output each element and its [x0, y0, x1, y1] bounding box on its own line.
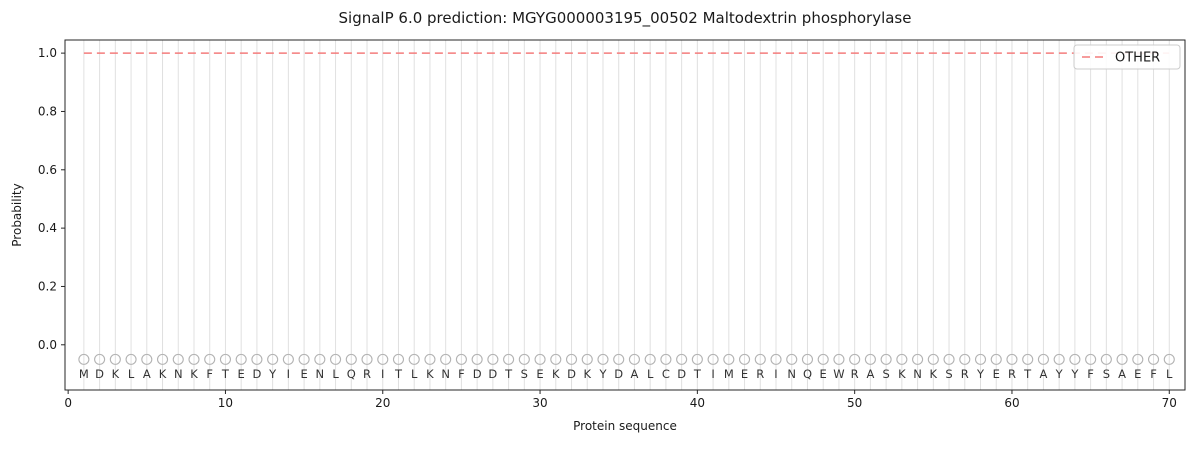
svg-text:E: E	[741, 367, 748, 381]
svg-text:Y: Y	[1055, 367, 1064, 381]
svg-text:F: F	[206, 367, 213, 381]
svg-text:T: T	[394, 367, 403, 381]
svg-text:N: N	[316, 367, 325, 381]
svg-text:0.4: 0.4	[38, 221, 57, 235]
svg-text:0.6: 0.6	[38, 163, 57, 177]
svg-text:Q: Q	[803, 367, 812, 381]
svg-text:K: K	[583, 367, 591, 381]
svg-text:E: E	[993, 367, 1000, 381]
svg-text:A: A	[1039, 367, 1047, 381]
svg-text:W: W	[833, 367, 844, 381]
svg-text:K: K	[930, 367, 938, 381]
svg-text:E: E	[820, 367, 827, 381]
svg-text:A: A	[631, 367, 639, 381]
chart-title: SignalP 6.0 prediction: MGYG000003195_00…	[338, 9, 912, 27]
svg-text:0.0: 0.0	[38, 338, 57, 352]
svg-text:Y: Y	[976, 367, 985, 381]
svg-text:R: R	[1008, 367, 1016, 381]
svg-text:T: T	[221, 367, 230, 381]
svg-text:R: R	[756, 367, 764, 381]
svg-text:F: F	[1087, 367, 1094, 381]
svg-text:Y: Y	[1070, 367, 1079, 381]
svg-text:Q: Q	[347, 367, 356, 381]
svg-text:I: I	[774, 367, 777, 381]
residue-markers	[78, 353, 1175, 365]
svg-text:D: D	[252, 367, 261, 381]
svg-text:A: A	[866, 367, 874, 381]
svg-text:D: D	[567, 367, 576, 381]
svg-text:A: A	[1118, 367, 1126, 381]
svg-text:40: 40	[690, 396, 705, 410]
svg-text:0.2: 0.2	[38, 279, 57, 293]
svg-text:E: E	[536, 367, 543, 381]
svg-text:N: N	[441, 367, 450, 381]
svg-text:M: M	[724, 367, 734, 381]
svg-text:E: E	[300, 367, 307, 381]
svg-text:E: E	[238, 367, 245, 381]
svg-text:10: 10	[218, 396, 233, 410]
svg-text:I: I	[287, 367, 290, 381]
svg-text:L: L	[1166, 367, 1173, 381]
svg-text:L: L	[332, 367, 339, 381]
x-axis-ticks: 0 10 20 30 40 50 60 70	[64, 390, 1177, 410]
svg-text:1.0: 1.0	[38, 46, 57, 60]
svg-text:M: M	[79, 367, 89, 381]
gridlines	[83, 40, 1170, 390]
svg-text:K: K	[898, 367, 906, 381]
svg-text:50: 50	[847, 396, 862, 410]
svg-text:A: A	[143, 367, 151, 381]
svg-text:K: K	[112, 367, 120, 381]
svg-text:I: I	[711, 367, 714, 381]
svg-text:F: F	[458, 367, 465, 381]
legend: OTHER	[1073, 44, 1181, 70]
svg-text:D: D	[95, 367, 104, 381]
svg-text:K: K	[552, 367, 560, 381]
legend-box	[1073, 44, 1181, 70]
svg-text:S: S	[945, 367, 952, 381]
svg-text:K: K	[190, 367, 198, 381]
svg-text:Y: Y	[268, 367, 277, 381]
svg-text:K: K	[426, 367, 434, 381]
svg-text:S: S	[882, 367, 889, 381]
svg-text:F: F	[1150, 367, 1157, 381]
svg-text:C: C	[662, 367, 670, 381]
svg-text:Y: Y	[598, 367, 607, 381]
svg-text:L: L	[411, 367, 418, 381]
svg-text:N: N	[913, 367, 922, 381]
svg-text:S: S	[521, 367, 528, 381]
svg-text:D: D	[677, 367, 686, 381]
svg-text:L: L	[128, 367, 135, 381]
svg-text:D: D	[488, 367, 497, 381]
svg-text:60: 60	[1004, 396, 1019, 410]
svg-text:N: N	[787, 367, 796, 381]
svg-text:0.8: 0.8	[38, 104, 57, 118]
svg-text:R: R	[961, 367, 969, 381]
svg-text:30: 30	[532, 396, 547, 410]
svg-text:R: R	[363, 367, 371, 381]
svg-text:T: T	[1023, 367, 1032, 381]
svg-text:R: R	[851, 367, 859, 381]
svg-text:70: 70	[1162, 396, 1177, 410]
svg-text:D: D	[614, 367, 623, 381]
y-axis-ticks: 0.0 0.2 0.4 0.6 0.8 1.0	[38, 46, 65, 352]
svg-text:20: 20	[375, 396, 390, 410]
svg-text:K: K	[159, 367, 167, 381]
svg-text:N: N	[174, 367, 183, 381]
plot-border	[64, 39, 1186, 391]
svg-text:E: E	[1134, 367, 1141, 381]
svg-text:T: T	[504, 367, 513, 381]
svg-text:S: S	[1103, 367, 1110, 381]
x-axis-label: Protein sequence	[573, 419, 677, 433]
svg-text:0: 0	[64, 396, 72, 410]
svg-text:T: T	[693, 367, 702, 381]
legend-label: OTHER	[1115, 51, 1160, 66]
svg-text:L: L	[647, 367, 654, 381]
svg-text:D: D	[473, 367, 482, 381]
svg-text:I: I	[381, 367, 384, 381]
